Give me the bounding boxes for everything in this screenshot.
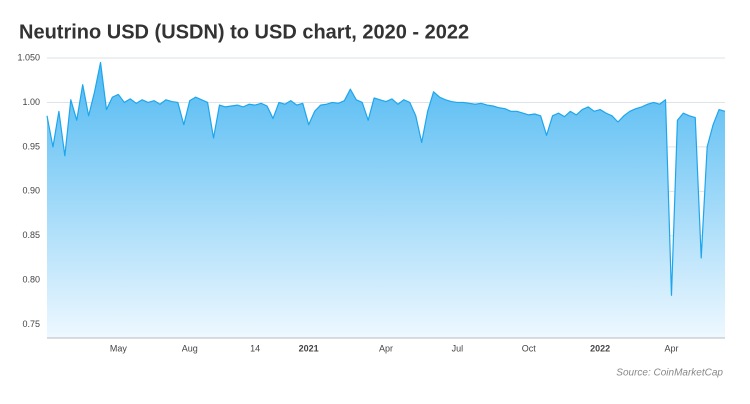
x-tick-label: Apr: [379, 343, 393, 353]
source-note: Source: CoinMarketCap: [616, 368, 723, 379]
y-tick-label: 0.90: [22, 186, 40, 196]
y-tick-label: 0.80: [22, 275, 40, 285]
x-tick-label: Aug: [182, 343, 198, 353]
area-fill: [47, 62, 725, 338]
x-tick-label: 2022: [590, 343, 610, 353]
x-tick-label: Jul: [452, 343, 464, 353]
y-tick-label: 0.75: [22, 319, 40, 329]
y-tick-label: 0.95: [22, 141, 40, 151]
y-tick-label: 1.050: [17, 52, 40, 62]
x-tick-label: 14: [250, 343, 260, 353]
x-tick-label: Apr: [664, 343, 678, 353]
chart-title: Neutrino USD (USDN) to USD chart, 2020 -…: [19, 21, 469, 43]
y-tick-label: 1.00: [22, 97, 40, 107]
x-tick-label: 2021: [299, 343, 319, 353]
x-tick-label: Oct: [522, 343, 537, 353]
price-line: [46, 61, 726, 296]
x-tick-label: May: [110, 343, 128, 353]
y-tick-label: 0.85: [22, 230, 40, 240]
